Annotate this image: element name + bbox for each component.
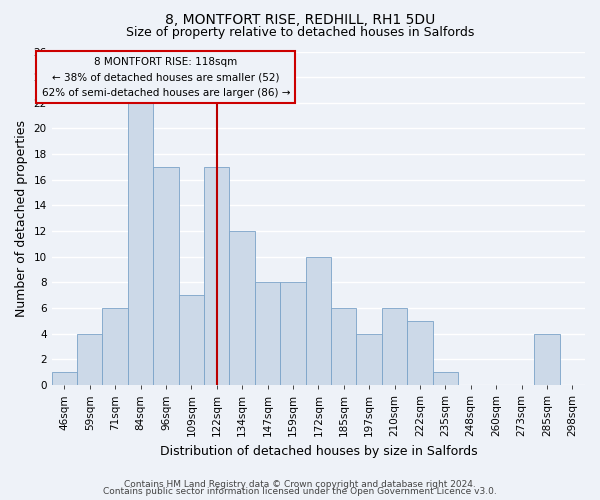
Bar <box>204 167 229 385</box>
Bar <box>382 308 407 385</box>
Text: Contains HM Land Registry data © Crown copyright and database right 2024.: Contains HM Land Registry data © Crown c… <box>124 480 476 489</box>
Bar <box>52 372 77 385</box>
Bar <box>179 295 204 385</box>
Bar <box>77 334 103 385</box>
Bar <box>103 308 128 385</box>
Bar <box>229 231 255 385</box>
Bar <box>407 321 433 385</box>
Bar <box>534 334 560 385</box>
Text: Contains public sector information licensed under the Open Government Licence v3: Contains public sector information licen… <box>103 487 497 496</box>
Bar <box>331 308 356 385</box>
Bar <box>255 282 280 385</box>
Text: 8, MONTFORT RISE, REDHILL, RH1 5DU: 8, MONTFORT RISE, REDHILL, RH1 5DU <box>165 12 435 26</box>
Bar <box>153 167 179 385</box>
Bar <box>128 103 153 385</box>
Bar <box>356 334 382 385</box>
Bar <box>280 282 305 385</box>
Text: 8 MONTFORT RISE: 118sqm
← 38% of detached houses are smaller (52)
62% of semi-de: 8 MONTFORT RISE: 118sqm ← 38% of detache… <box>42 56 290 98</box>
Text: Size of property relative to detached houses in Salfords: Size of property relative to detached ho… <box>126 26 474 39</box>
Bar <box>433 372 458 385</box>
Y-axis label: Number of detached properties: Number of detached properties <box>15 120 28 317</box>
Bar <box>305 256 331 385</box>
X-axis label: Distribution of detached houses by size in Salfords: Distribution of detached houses by size … <box>160 444 477 458</box>
